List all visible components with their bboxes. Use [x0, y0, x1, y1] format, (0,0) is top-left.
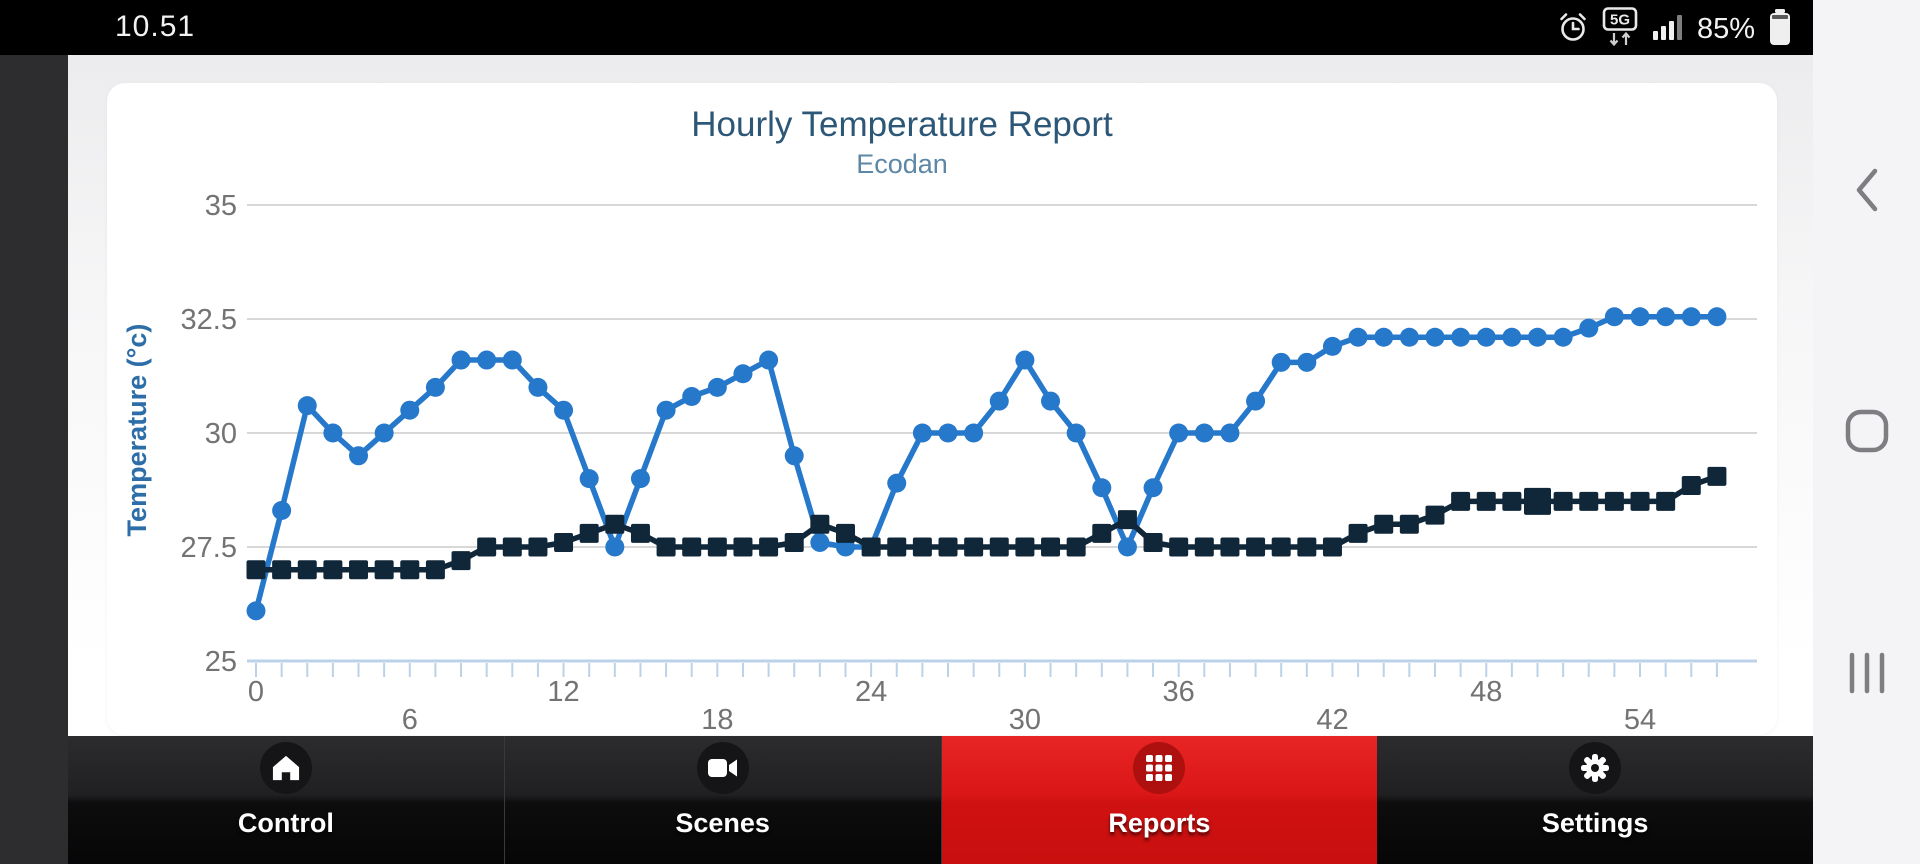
chart-subtitle: Ecodan [856, 149, 948, 179]
svg-text:32.5: 32.5 [181, 304, 237, 336]
svg-text:48: 48 [1470, 676, 1502, 708]
svg-text:25: 25 [205, 646, 237, 678]
left-edge-strip [0, 55, 68, 864]
tab-reports[interactable]: Reports [941, 736, 1378, 864]
svg-text:54: 54 [1624, 704, 1656, 735]
android-recents-button[interactable] [1813, 628, 1920, 718]
temperature-chart: 25 27.5 30 32.5 35 0 6 12 18 24 30 36 42 48 54 [181, 190, 1757, 735]
svg-text:35: 35 [205, 190, 237, 222]
battery-icon [1768, 7, 1792, 52]
home-square-icon [1845, 409, 1888, 453]
svg-text:6: 6 [402, 704, 418, 735]
status-icons: 5G 85% [1558, 6, 1792, 52]
svg-text:42: 42 [1316, 704, 1348, 735]
tab-reports-label: Reports [1108, 808, 1211, 838]
svg-text:24: 24 [855, 676, 887, 708]
grid-icon [1133, 742, 1186, 794]
home-icon [259, 742, 312, 794]
camera-icon [696, 742, 749, 794]
back-chevron-icon [1856, 168, 1877, 212]
android-back-button[interactable] [1813, 145, 1920, 235]
svg-text:27.5: 27.5 [181, 532, 237, 564]
tab-control[interactable]: Control [68, 736, 505, 864]
recents-icon [1849, 652, 1884, 694]
alarm-icon [1558, 11, 1588, 48]
tab-control-label: Control [237, 808, 334, 838]
5g-icon: 5G [1601, 6, 1639, 52]
status-bar: 10.51 5G [0, 0, 1813, 55]
svg-text:12: 12 [547, 676, 579, 708]
status-time: 10.51 [115, 10, 196, 43]
svg-text:36: 36 [1163, 676, 1195, 708]
tab-scenes-label: Scenes [675, 808, 770, 838]
android-home-button[interactable] [1813, 386, 1920, 476]
svg-text:18: 18 [701, 704, 733, 735]
svg-text:30: 30 [205, 418, 237, 450]
svg-text:0: 0 [248, 676, 264, 708]
tab-scenes[interactable]: Scenes [504, 736, 942, 864]
battery-percent-label: 85% [1697, 12, 1756, 45]
chart-title: Hourly Temperature Report [691, 105, 1113, 144]
tab-settings[interactable]: Settings [1377, 736, 1813, 864]
bottom-nav: Control Scenes Report [68, 736, 1813, 864]
tab-settings-label: Settings [1541, 808, 1649, 838]
chart-card: Hourly Temperature Report Ecodan Tempera… [107, 83, 1777, 735]
signal-strength-icon [1652, 11, 1684, 48]
android-nav-strip [1813, 0, 1920, 864]
svg-text:30: 30 [1009, 704, 1041, 735]
gear-icon [1569, 742, 1622, 794]
svg-text:5G: 5G [1610, 11, 1630, 28]
